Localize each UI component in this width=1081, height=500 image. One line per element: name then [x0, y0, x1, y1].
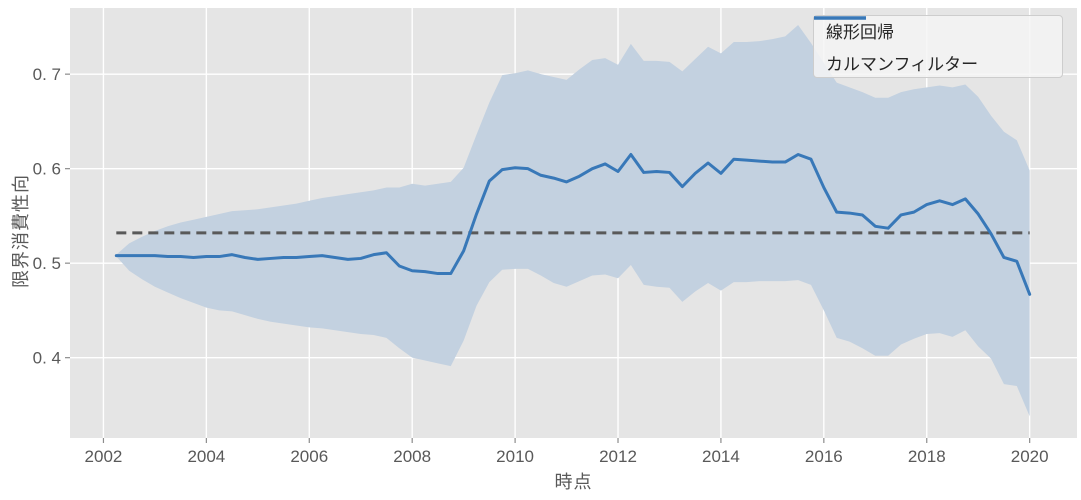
legend-item-kalman-filter: カルマンフィルター	[814, 16, 1050, 75]
confidence-band	[116, 25, 1030, 417]
x-tick-label-2018: 2018	[908, 447, 946, 466]
x-tick-label-2010: 2010	[496, 447, 534, 466]
x-axis-title: 時点	[554, 472, 593, 492]
x-tick-label-2004: 2004	[187, 447, 225, 466]
x-tick-label-2008: 2008	[393, 447, 431, 466]
kalman-filter-line	[114, 152, 1032, 296]
y-tick-label-0.6: 0. 6	[33, 160, 61, 179]
x-tick-label-2016: 2016	[805, 447, 843, 466]
legend-item-linear-regression: 線形回帰	[814, 16, 1050, 43]
x-tick-label-2020: 2020	[1011, 447, 1049, 466]
x-tick-label-2006: 2006	[290, 447, 328, 466]
y-tick-label-0.4: 0. 4	[33, 349, 61, 368]
x-tick-label-2002: 2002	[85, 447, 123, 466]
legend-label-linear-regression: 線形回帰	[826, 23, 894, 42]
y-axis-title: 限界消費性向	[11, 174, 31, 288]
legend-label-kalman-filter: カルマンフィルター	[826, 55, 979, 74]
solid-line-sample-icon	[814, 16, 866, 20]
x-tick-label-2014: 2014	[702, 447, 740, 466]
legend: 線形回帰 カルマンフィルター	[813, 15, 1063, 78]
y-tick-label-0.5: 0. 5	[33, 254, 61, 273]
y-tick-label-0.7: 0. 7	[33, 65, 61, 84]
x-tick-label-2012: 2012	[599, 447, 637, 466]
